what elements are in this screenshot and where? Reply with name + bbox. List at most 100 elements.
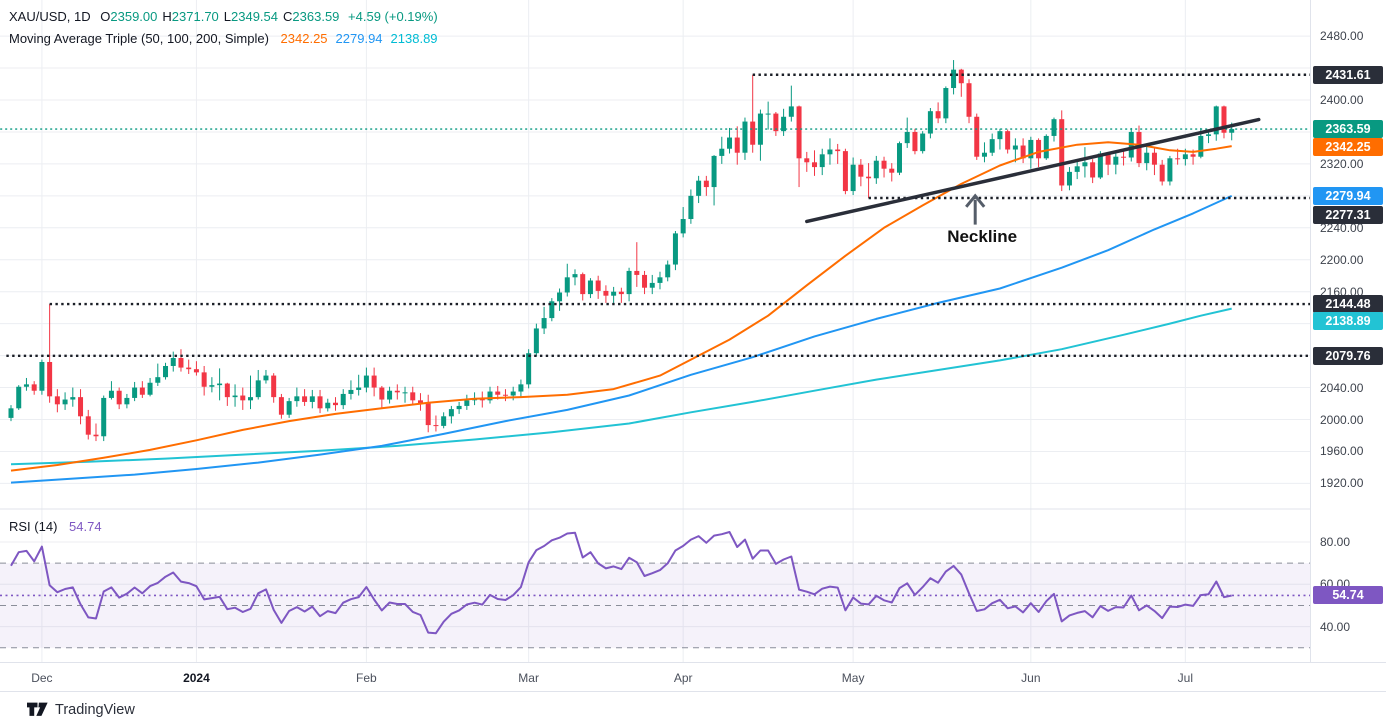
rsi-legend[interactable]: RSI (14) 54.74 <box>9 517 102 537</box>
candle-body <box>85 416 91 435</box>
candle-body <box>642 274 648 288</box>
candle-body <box>518 384 524 392</box>
time-axis-label: 2024 <box>183 670 210 685</box>
candle-body <box>896 143 902 173</box>
symbol-legend[interactable]: XAU/USD, 1D O2359.00 H2371.70 L2349.54 C236… <box>9 6 438 50</box>
rsi-title: RSI (14) <box>9 519 58 534</box>
candle-body <box>1066 171 1072 186</box>
candle-body <box>394 390 400 393</box>
candle-body <box>1082 162 1088 167</box>
neckline-trendline[interactable] <box>805 117 1261 224</box>
candle-body <box>286 401 292 415</box>
candle-body <box>927 111 933 134</box>
candle-body <box>580 274 586 295</box>
candle-body <box>170 357 176 366</box>
candle-body <box>294 396 300 402</box>
candle-body <box>23 384 29 387</box>
time-axis-label: Dec <box>31 670 53 685</box>
time-axis-label: Apr <box>673 670 693 685</box>
candle-body <box>456 405 462 410</box>
candle-body <box>773 113 779 132</box>
candle-body <box>1198 135 1204 157</box>
candle-body <box>1206 134 1212 136</box>
candle-body <box>348 389 354 394</box>
candle-body <box>858 164 864 177</box>
ma-values: 2342.25 2279.94 2138.89 <box>273 31 438 46</box>
candle-body <box>1144 152 1150 164</box>
candle-body <box>101 397 107 437</box>
candle-body <box>433 425 439 427</box>
tradingview-logo[interactable]: TradingView <box>27 701 135 718</box>
tradingview-logo-icon <box>27 702 48 716</box>
candle-body <box>850 164 856 192</box>
candle-body <box>263 375 269 381</box>
ma200-line <box>10 307 1232 466</box>
ohlc-h: H2371.70 <box>162 9 219 24</box>
rsi-axis-tick: 40.00 <box>1320 619 1351 634</box>
candle-body <box>943 88 949 119</box>
candle-body <box>78 397 84 417</box>
candle-body <box>750 121 756 145</box>
candle-body <box>62 399 68 405</box>
candle-body <box>31 384 37 391</box>
candle-body <box>804 158 810 163</box>
candle-body <box>163 365 169 378</box>
candle-body <box>526 353 532 385</box>
rsi-badge: 54.74 <box>1313 586 1383 605</box>
candle-body <box>1020 145 1026 159</box>
footer-strip: TradingView <box>0 691 1386 728</box>
ma100-line <box>10 194 1233 484</box>
candle-body <box>557 292 563 302</box>
candle-body <box>734 137 740 153</box>
price-axis-tick: 2240.00 <box>1320 220 1364 235</box>
candle-body <box>727 137 733 149</box>
candle-body <box>966 83 972 117</box>
price-badge: 2277.31 <box>1313 205 1383 224</box>
candle-body <box>147 382 153 395</box>
candle-body <box>812 162 818 168</box>
candle-body <box>1229 129 1235 133</box>
candle-body <box>703 180 709 188</box>
candle-body <box>835 149 841 152</box>
ma50-line <box>10 141 1232 472</box>
candle-body <box>1213 106 1219 135</box>
ohlc-l: L2349.54 <box>223 9 279 24</box>
candle-body <box>70 397 76 400</box>
candle-body <box>1151 152 1157 165</box>
candle-body <box>564 277 570 293</box>
price-badge: 2279.94 <box>1313 186 1383 205</box>
candle-body <box>696 180 702 196</box>
candle-body <box>842 151 848 192</box>
candle-body <box>1051 119 1057 136</box>
candle-body <box>549 301 555 319</box>
symbol-row[interactable]: XAU/USD, 1D O2359.00 H2371.70 L2349.54 C236… <box>9 6 438 28</box>
candle-body <box>680 219 686 234</box>
candle-body <box>649 282 655 288</box>
indicator-row[interactable]: Moving Average Triple (50, 100, 200, Sim… <box>9 28 438 50</box>
candle-body <box>611 291 617 296</box>
candle-body <box>657 277 663 283</box>
candle-body <box>178 357 184 368</box>
price-axis[interactable]: 2480.00 2400.00 2320.00 2240.00 2200.00 2160.… <box>1310 0 1386 691</box>
candle-body <box>796 106 802 159</box>
candle-body <box>356 387 362 390</box>
price-axis-tick: 2400.00 <box>1320 93 1364 107</box>
symbol-title: XAU/USD, 1D <box>9 9 91 24</box>
candle-body <box>912 131 918 152</box>
candle-body <box>541 318 547 329</box>
price-axis-tick: 2320.00 <box>1320 156 1364 171</box>
candle-body <box>935 111 941 119</box>
candle-body <box>719 148 725 156</box>
rsi-line <box>10 531 1232 635</box>
candle-body <box>1036 139 1042 159</box>
time-axis-label: Jul <box>1177 670 1194 685</box>
indicator-title: Moving Average Triple (50, 100, 200, Sim… <box>9 31 269 46</box>
candle-body <box>672 233 678 265</box>
candle-body <box>116 390 122 405</box>
time-axis[interactable]: Dec 2024 Feb Mar Apr May Jun Jul <box>0 662 1310 692</box>
candle-body <box>827 149 833 155</box>
candle-body <box>93 434 99 437</box>
price-badge: 2363.59 <box>1313 120 1383 139</box>
